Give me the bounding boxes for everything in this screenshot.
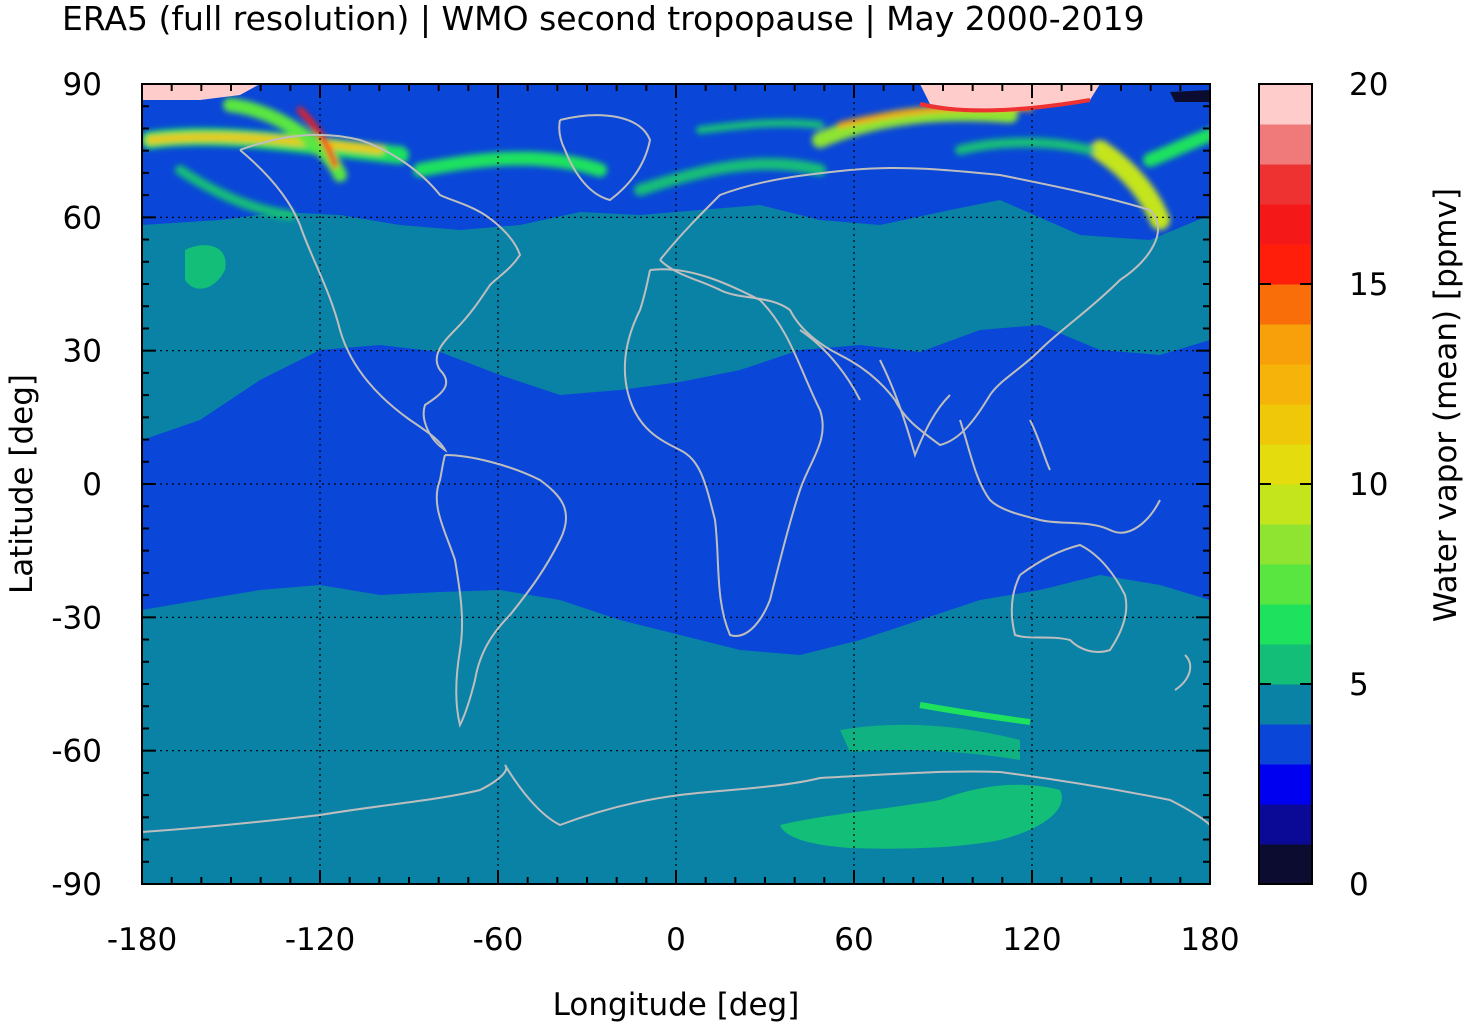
colorbar-swatch: [1259, 604, 1312, 645]
colorbar-swatch: [1259, 644, 1312, 685]
colorbar-swatch: [1259, 444, 1312, 485]
colorbar-swatch: [1259, 484, 1312, 525]
x-tick-label: 120: [1002, 922, 1061, 958]
x-tick-label: -120: [285, 922, 355, 958]
axis-ticks: [141, 83, 1211, 885]
colorbar-tick-label: 20: [1349, 67, 1388, 103]
colorbar: [1258, 83, 1313, 885]
y-tick-label: 90: [63, 67, 102, 103]
colorbar-swatch: [1259, 684, 1312, 725]
field-antarctic-belt: [840, 724, 1020, 760]
chart-title: ERA5 (full resolution) | WMO second trop…: [62, 0, 1145, 38]
field-pacific-patch: [185, 245, 226, 289]
colorbar-swatch: [1259, 124, 1312, 165]
x-tick-label: 60: [834, 922, 873, 958]
coast-se-asia: [959, 419, 1161, 534]
colorbar-label: Water vapor (mean) [ppmv]: [1428, 188, 1464, 622]
gridlines: [142, 84, 1210, 884]
x-axis-label: Longitude [deg]: [553, 987, 800, 1023]
y-axis-label: Latitude [deg]: [4, 374, 40, 594]
colorbar-swatch: [1259, 844, 1312, 885]
y-tick-labels: 90 60 30 0 -30 -60 -90: [51, 67, 102, 903]
colorbar-tick-label: 10: [1349, 467, 1388, 503]
arctic-streaks: [142, 98, 1210, 230]
coast-north-america: [239, 133, 522, 453]
x-tick-label: 0: [666, 922, 686, 958]
colorbar-swatch: [1259, 324, 1312, 365]
colorbar-swatch: [1259, 364, 1312, 405]
x-tick-label: 180: [1180, 922, 1239, 958]
colorbar-swatch: [1259, 204, 1312, 245]
colorbar-swatch: [1259, 84, 1312, 125]
colorbar-tick-labels: 0 5 10 15 20: [1349, 67, 1388, 903]
x-tick-labels: -180 -120 -60 0 60 120 180: [107, 922, 1240, 958]
coast-new-zealand: [1174, 654, 1192, 691]
coast-greenland: [558, 114, 652, 202]
field-antarctic-plateau: [780, 784, 1062, 849]
coast-australia: [1010, 543, 1128, 653]
y-tick-label: -90: [51, 867, 102, 903]
y-tick-label: 60: [63, 200, 102, 236]
colorbar-swatch: [1259, 164, 1312, 205]
coast-south-america: [435, 454, 567, 728]
x-tick-label: -180: [107, 922, 177, 958]
colorbar-swatch: [1259, 404, 1312, 445]
colorbar-tick-label: 15: [1349, 267, 1388, 303]
coastlines: [142, 114, 1210, 833]
arctic-dark: [1170, 90, 1210, 102]
coast-antarctica: [142, 764, 1210, 833]
colorbar-swatch: [1259, 284, 1312, 325]
colorbar-tick-label: 0: [1349, 867, 1369, 903]
coast-africa: [623, 268, 824, 637]
colorbar-swatch: [1259, 244, 1312, 285]
x-tick-label: -60: [473, 922, 524, 958]
coast-arabia-india: [799, 329, 951, 459]
field-tropics: [142, 325, 1210, 655]
y-tick-label: 30: [63, 334, 102, 370]
colorbar-swatch: [1259, 724, 1312, 765]
y-tick-label: 0: [82, 467, 102, 503]
coast-europe-asia: [659, 166, 1160, 447]
colorbar-swatch: [1259, 524, 1312, 565]
colorbar-swatch: [1259, 764, 1312, 805]
colorbar-tick-label: 5: [1349, 667, 1369, 703]
arctic-max-edge: [919, 98, 1091, 113]
colorbar-swatch: [1259, 804, 1312, 845]
colorbar-swatch: [1259, 564, 1312, 605]
y-tick-label: -30: [51, 600, 102, 636]
y-tick-label: -60: [51, 734, 102, 770]
field-south-streak: [919, 702, 1031, 725]
